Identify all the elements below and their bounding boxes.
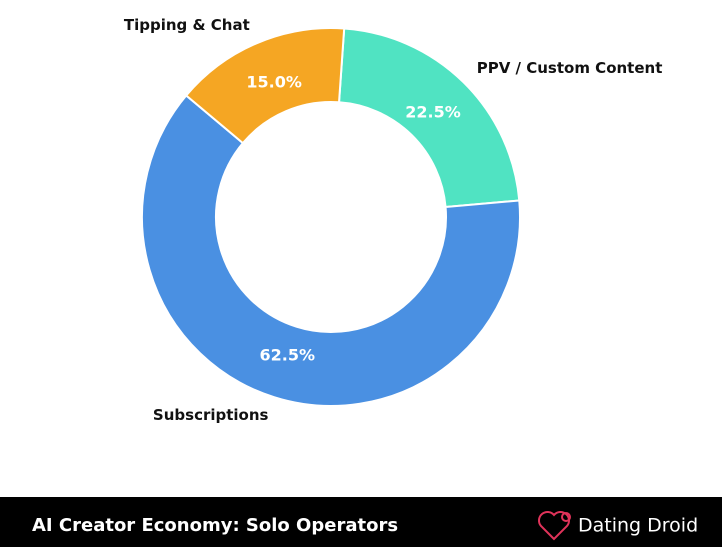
- brand-name: Dating Droid: [578, 515, 698, 537]
- category-label: Tipping & Chat: [124, 16, 250, 34]
- brand-logo: [538, 511, 571, 541]
- value-label: 62.5%: [259, 345, 315, 364]
- banner: [0, 497, 722, 547]
- chart: PPV / Custom Content 22.5% Subscriptions 62…: [124, 16, 663, 424]
- value-label: 22.5%: [405, 103, 461, 122]
- banner-title: AI Creator Economy: Solo Operators: [32, 515, 398, 536]
- slice: [141, 94, 521, 407]
- category-label: PPV / Custom Content: [477, 59, 663, 77]
- category-label: Subscriptions: [153, 406, 269, 424]
- slice: [184, 27, 346, 145]
- slice: [337, 27, 521, 209]
- value-label: 15.0%: [246, 73, 302, 92]
